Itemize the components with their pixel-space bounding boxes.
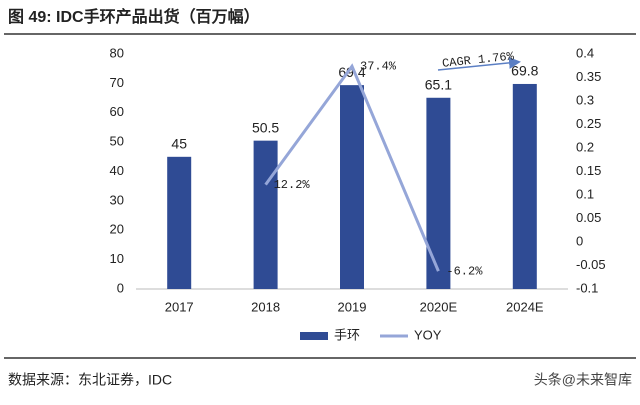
line-value-label: 12.2% [274,178,311,192]
y2-tick-label: -0.05 [576,257,606,272]
y2-tick-label: 0.2 [576,139,594,154]
bar [426,97,451,289]
y2-tick-label: 0.4 [576,45,594,60]
bar-value-label: 50.5 [252,119,279,135]
y-tick-label: 50 [110,134,124,149]
bar [512,83,537,290]
source: 数据来源：东北证券，IDC [8,372,172,388]
y2-tick-label: 0.05 [576,210,601,225]
y2-tick-label: 0.1 [576,186,594,201]
y2-tick-label: 0.35 [576,69,601,84]
x-tick-label: 2020E [420,299,458,314]
y-tick-label: 70 [110,75,124,90]
yoy-line [264,63,440,272]
annotation: CAGR 1.76% [441,49,515,71]
y-tick-label: 40 [110,163,124,178]
cagr-arrow [437,56,521,71]
legend-swatch [300,332,328,340]
y-tick-label: 10 [110,251,124,266]
y2-tick-label: 0.15 [576,163,601,178]
bar-value-label: 69.8 [511,63,538,79]
bar-value-label: 45 [171,136,187,152]
y2-tick-label: -0.1 [576,280,598,295]
x-tick-label: 2018 [251,299,280,314]
line-value-label: -6.2% [446,264,483,278]
y-tick-label: 80 [110,45,124,60]
line-value-label: 37.4% [360,59,397,73]
y-tick-label: 60 [110,104,124,119]
y2-tick-label: 0.25 [576,116,601,131]
x-tick-label: 2017 [165,299,194,314]
y-tick-label: 30 [110,192,124,207]
bar [253,140,278,289]
x-tick-label: 2019 [338,299,367,314]
chart-title: 图 49: IDC手环产品出货（百万幅） [8,7,260,26]
y2-tick-label: 0.3 [576,92,594,107]
y-tick-label: 0 [117,280,124,295]
bar-value-label: 65.1 [425,76,452,92]
bar [167,156,192,289]
x-tick-label: 2024E [506,299,544,314]
y-tick-label: 20 [110,222,124,237]
bar [340,85,364,289]
watermark: 头条@未来智库 [534,372,632,388]
legend-label: YOY [414,327,442,342]
y2-tick-label: 0 [576,233,583,248]
legend-label: 手环 [334,327,360,342]
